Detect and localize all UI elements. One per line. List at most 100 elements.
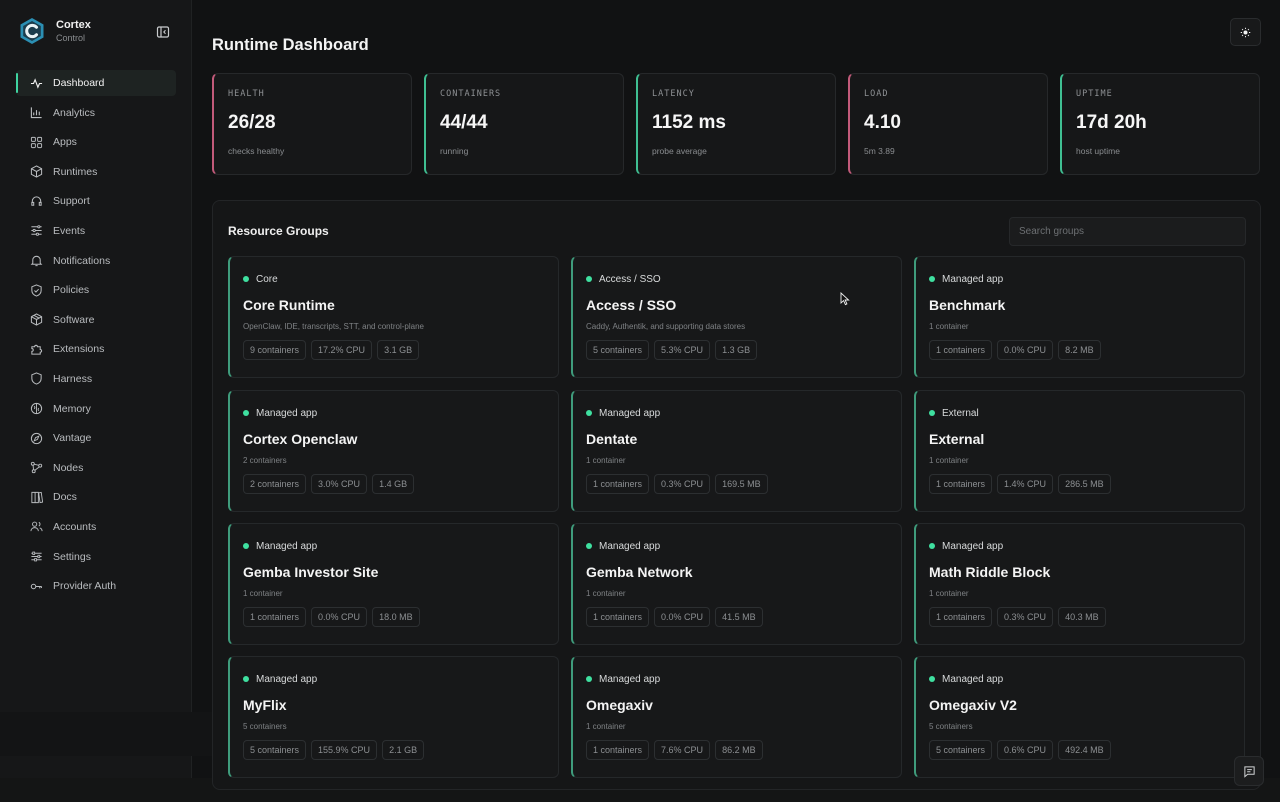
- sidebar-item-runtimes[interactable]: Runtimes: [16, 159, 176, 185]
- sidebar-item-docs[interactable]: Docs: [16, 484, 176, 510]
- sidebar-item-analytics[interactable]: Analytics: [16, 100, 176, 126]
- sidebar-footer-panel: [0, 712, 222, 756]
- group-card-math-riddle-block[interactable]: Managed app Math Riddle Block 1 containe…: [914, 523, 1245, 645]
- group-title: Core Runtime: [243, 297, 335, 313]
- sidebar-item-software[interactable]: Software: [16, 307, 176, 333]
- sidebar-item-label: Support: [53, 195, 90, 208]
- shield-check-icon: [30, 284, 43, 297]
- sidebar-item-memory[interactable]: Memory: [16, 396, 176, 422]
- group-tag: Core: [256, 273, 278, 285]
- sidebar-item-label: Settings: [53, 550, 91, 563]
- main-content: Runtime Dashboard HEALTH 26/28 checks he…: [193, 0, 1280, 790]
- sidebar-item-label: Events: [53, 224, 86, 237]
- group-description: 1 container: [586, 722, 626, 731]
- stat-card-health: HEALTH 26/28 checks healthy: [212, 73, 412, 175]
- memory-chip: 40.3 MB: [1058, 607, 1106, 627]
- containers-chip: 1 containers: [586, 474, 650, 494]
- app-name: Cortex: [56, 19, 91, 31]
- group-tag: Managed app: [599, 540, 661, 552]
- activity-icon: [30, 77, 43, 90]
- sidebar-item-apps[interactable]: Apps: [16, 129, 176, 155]
- stat-subtext: host uptime: [1076, 146, 1120, 156]
- box-icon: [30, 165, 43, 178]
- group-card-external[interactable]: External External 1 container 1 containe…: [914, 390, 1245, 512]
- users-icon: [30, 520, 43, 533]
- sidebar-item-events[interactable]: Events: [16, 218, 176, 244]
- stat-card-uptime: UPTIME 17d 20h host uptime: [1060, 73, 1260, 175]
- stat-subtext: 5m 3.89: [864, 146, 895, 156]
- sidebar-item-harness[interactable]: Harness: [16, 366, 176, 392]
- group-title: MyFlix: [243, 697, 287, 713]
- stat-card-load: LOAD 4.10 5m 3.89: [848, 73, 1048, 175]
- stat-value: 17d 20h: [1076, 112, 1147, 133]
- status-dot: [586, 543, 592, 549]
- group-title: Omegaxiv: [586, 697, 653, 713]
- brand[interactable]: Cortex Control: [18, 17, 91, 45]
- grid-icon: [30, 136, 43, 149]
- group-card-core-runtime[interactable]: Core Core Runtime OpenClaw, IDE, transcr…: [228, 256, 559, 378]
- sidebar-item-nodes[interactable]: Nodes: [16, 455, 176, 481]
- sidebar-item-label: Docs: [53, 491, 77, 504]
- stat-label: LATENCY: [652, 89, 695, 99]
- containers-chip: 1 containers: [586, 740, 650, 760]
- memory-chip: 1.4 GB: [372, 474, 415, 494]
- chat-button[interactable]: [1234, 756, 1264, 786]
- group-card-gemba-investor-site[interactable]: Managed app Gemba Investor Site 1 contai…: [228, 523, 559, 645]
- resource-groups-title: Resource Groups: [228, 224, 329, 238]
- group-title: Dentate: [586, 431, 638, 447]
- group-title: Gemba Investor Site: [243, 564, 379, 580]
- mouse-cursor-icon: [840, 292, 850, 306]
- sun-icon: [1240, 27, 1251, 37]
- sidebar-item-label: Analytics: [53, 106, 96, 119]
- sidebar-collapse-icon[interactable]: [155, 24, 171, 40]
- cpu-chip: 0.0% CPU: [997, 340, 1054, 360]
- theme-toggle-button[interactable]: [1230, 18, 1261, 46]
- group-card-omegaxiv[interactable]: Managed app Omegaxiv 1 container 1 conta…: [571, 656, 902, 778]
- memory-chip: 18.0 MB: [372, 607, 420, 627]
- group-card-benchmark[interactable]: Managed app Benchmark 1 container 1 cont…: [914, 256, 1245, 378]
- bell-icon: [30, 254, 43, 267]
- group-description: 1 container: [929, 589, 969, 598]
- group-card-omegaxiv-v2[interactable]: Managed app Omegaxiv V2 5 containers 5 c…: [914, 656, 1245, 778]
- sidebar-item-policies[interactable]: Policies: [16, 277, 176, 303]
- status-dot: [586, 410, 592, 416]
- status-dot: [929, 676, 935, 682]
- sidebar-item-vantage[interactable]: Vantage: [16, 425, 176, 451]
- containers-chip: 1 containers: [586, 607, 650, 627]
- group-card-myflix[interactable]: Managed app MyFlix 5 containers 5 contai…: [228, 656, 559, 778]
- headset-icon: [30, 195, 43, 208]
- containers-chip: 2 containers: [243, 474, 307, 494]
- brain-icon: [30, 402, 43, 415]
- group-card-access-sso[interactable]: Access / SSO Access / SSO Caddy, Authent…: [571, 256, 902, 378]
- book-icon: [30, 491, 43, 504]
- cpu-chip: 0.3% CPU: [654, 474, 711, 494]
- sidebar-item-provider-auth[interactable]: Provider Auth: [16, 573, 176, 599]
- status-dot: [586, 676, 592, 682]
- sidebar-item-label: Software: [53, 313, 95, 326]
- sidebar-item-label: Apps: [53, 136, 77, 149]
- group-description: 1 container: [586, 456, 626, 465]
- sidebar-item-label: Policies: [53, 284, 90, 297]
- compass-icon: [30, 432, 43, 445]
- sidebar-item-dashboard[interactable]: Dashboard: [16, 70, 176, 96]
- sidebar-item-label: Runtimes: [53, 165, 98, 178]
- sidebar-item-accounts[interactable]: Accounts: [16, 514, 176, 540]
- sidebar-item-settings[interactable]: Settings: [16, 544, 176, 570]
- status-dot: [243, 543, 249, 549]
- memory-chip: 41.5 MB: [715, 607, 763, 627]
- sidebar-nav: Dashboard Analytics Apps Runtimes Suppor…: [16, 70, 176, 603]
- sidebar-item-support[interactable]: Support: [16, 188, 176, 214]
- group-card-dentate[interactable]: Managed app Dentate 1 container 1 contai…: [571, 390, 902, 512]
- stat-value: 44/44: [440, 112, 488, 133]
- group-tag: Managed app: [599, 673, 661, 685]
- sidebar-item-notifications[interactable]: Notifications: [16, 248, 176, 274]
- chart-icon: [30, 106, 43, 119]
- search-groups-input[interactable]: [1009, 217, 1246, 246]
- group-card-gemba-network[interactable]: Managed app Gemba Network 1 container 1 …: [571, 523, 902, 645]
- group-tag: Managed app: [599, 407, 661, 419]
- sidebar-item-label: Provider Auth: [53, 580, 117, 593]
- sidebar-item-extensions[interactable]: Extensions: [16, 336, 176, 362]
- group-description: 5 containers: [929, 722, 973, 731]
- sidebar-item-label: Dashboard: [53, 77, 105, 89]
- group-card-cortex-openclaw[interactable]: Managed app Cortex Openclaw 2 containers…: [228, 390, 559, 512]
